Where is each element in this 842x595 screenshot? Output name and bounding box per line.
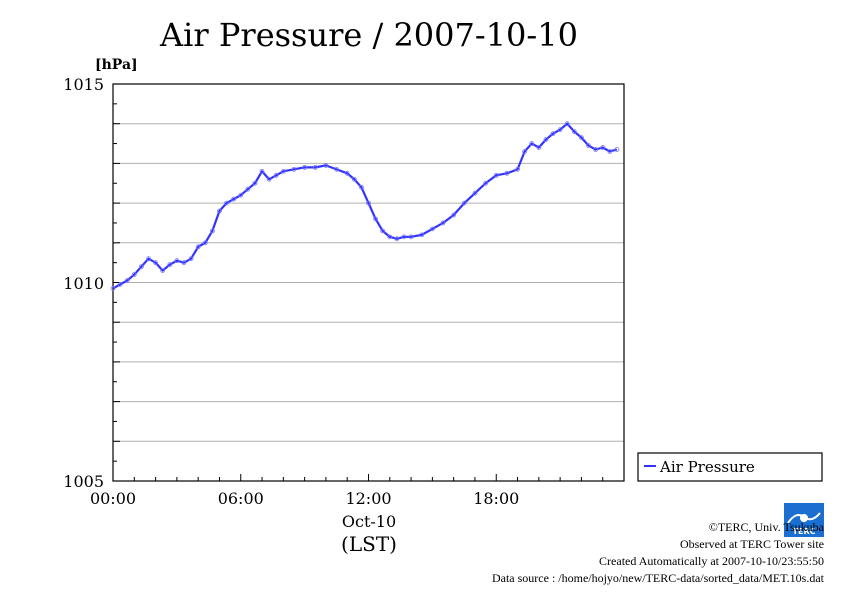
- data-point: [280, 168, 286, 174]
- data-point: [543, 137, 549, 142]
- y-axis-unit-label: [hPa]: [95, 57, 138, 73]
- data-point: [529, 141, 535, 146]
- data-point: [536, 145, 542, 150]
- data-point: [564, 121, 570, 127]
- data-point: [188, 256, 194, 262]
- data-point: [110, 286, 116, 291]
- data-point: [202, 240, 208, 246]
- data-point: [366, 200, 371, 206]
- data-point: [224, 200, 229, 206]
- data-point: [245, 186, 251, 192]
- data-point: [323, 162, 329, 168]
- data-point: [167, 262, 173, 268]
- data-point: [586, 143, 591, 148]
- data-point: [209, 228, 215, 234]
- data-point: [451, 212, 457, 218]
- x-tick-label: 18:00: [473, 489, 519, 508]
- data-point: [291, 166, 297, 172]
- data-point: [600, 145, 606, 150]
- chart-title: Air Pressure / 2007-10-10: [159, 16, 578, 54]
- logo-text: TERC: [793, 527, 816, 536]
- data-point: [394, 236, 400, 242]
- data-point: [351, 176, 357, 182]
- data-point: [387, 234, 393, 240]
- data-point: [493, 172, 499, 178]
- data-point: [138, 264, 144, 270]
- data-point: [373, 216, 379, 222]
- y-tick-label: 1010: [63, 274, 104, 293]
- axis-ticks: [112, 83, 625, 482]
- data-point: [174, 258, 180, 264]
- copyright-text: ©TERC, Univ. Tsukuba: [708, 520, 824, 534]
- series-line: [112, 122, 618, 290]
- data-point: [419, 232, 425, 238]
- data-point: [429, 226, 435, 232]
- data-point: [334, 166, 339, 172]
- data-point: [252, 180, 258, 186]
- data-point: [571, 129, 577, 135]
- data-point: [607, 149, 613, 154]
- credits: ©TERC, Univ. Tsukuba Observed at TERC To…: [492, 519, 824, 587]
- data-point: [440, 220, 446, 226]
- data-point: [593, 147, 599, 152]
- x-tick-label: 00:00: [90, 489, 136, 508]
- x-tick-labels: 00:00 06:00 12:00 18:00: [90, 489, 519, 508]
- data-point: [504, 170, 510, 176]
- data-point: [273, 172, 279, 178]
- data-point: [217, 208, 222, 214]
- data-point: [160, 268, 166, 273]
- data-point: [461, 200, 467, 206]
- created-text: Created Automatically at 2007-10-10/23:5…: [599, 554, 824, 568]
- data-point: [238, 192, 244, 198]
- data-point: [408, 234, 414, 240]
- y-tick-label: 1015: [63, 75, 104, 94]
- data-point: [312, 164, 318, 170]
- x-tick-label: 12:00: [345, 489, 391, 508]
- data-point: [153, 260, 158, 266]
- source-text: Data source : /home/hojyo/new/TERC-data/…: [491, 571, 824, 585]
- data-point: [259, 168, 265, 174]
- data-point: [380, 228, 386, 234]
- y-tick-label: 1005: [63, 472, 104, 491]
- data-point: [522, 149, 528, 154]
- data-point: [266, 176, 272, 182]
- legend-label: Air Pressure: [659, 458, 755, 476]
- y-tick-labels: 1005 1010 1015: [63, 75, 104, 491]
- legend-box: [637, 452, 823, 482]
- data-point: [515, 166, 520, 172]
- x-axis-date-label: Oct-10: [342, 512, 396, 531]
- grid-lines: [113, 123, 624, 442]
- legend: Air Pressure: [637, 452, 823, 482]
- data-point: [195, 244, 201, 250]
- series-layer: [110, 121, 620, 291]
- data-point: [181, 260, 187, 266]
- data-point: [358, 184, 364, 190]
- x-tick-label: 06:00: [218, 489, 264, 508]
- data-point: [614, 147, 620, 152]
- data-point: [557, 127, 563, 133]
- data-point: [550, 131, 556, 137]
- data-point: [401, 234, 407, 240]
- data-point: [131, 272, 137, 277]
- data-point: [302, 164, 308, 170]
- data-point: [146, 256, 151, 262]
- observed-text: Observed at TERC Tower site: [679, 537, 824, 551]
- terc-logo: TERC: [784, 503, 824, 537]
- data-point: [483, 180, 489, 186]
- data-point: [231, 196, 237, 202]
- data-point: [579, 135, 584, 141]
- x-axis-label: (LST): [341, 532, 397, 556]
- data-point: [117, 282, 123, 287]
- data-point: [472, 190, 478, 196]
- data-point: [344, 170, 350, 176]
- data-point: [124, 278, 130, 283]
